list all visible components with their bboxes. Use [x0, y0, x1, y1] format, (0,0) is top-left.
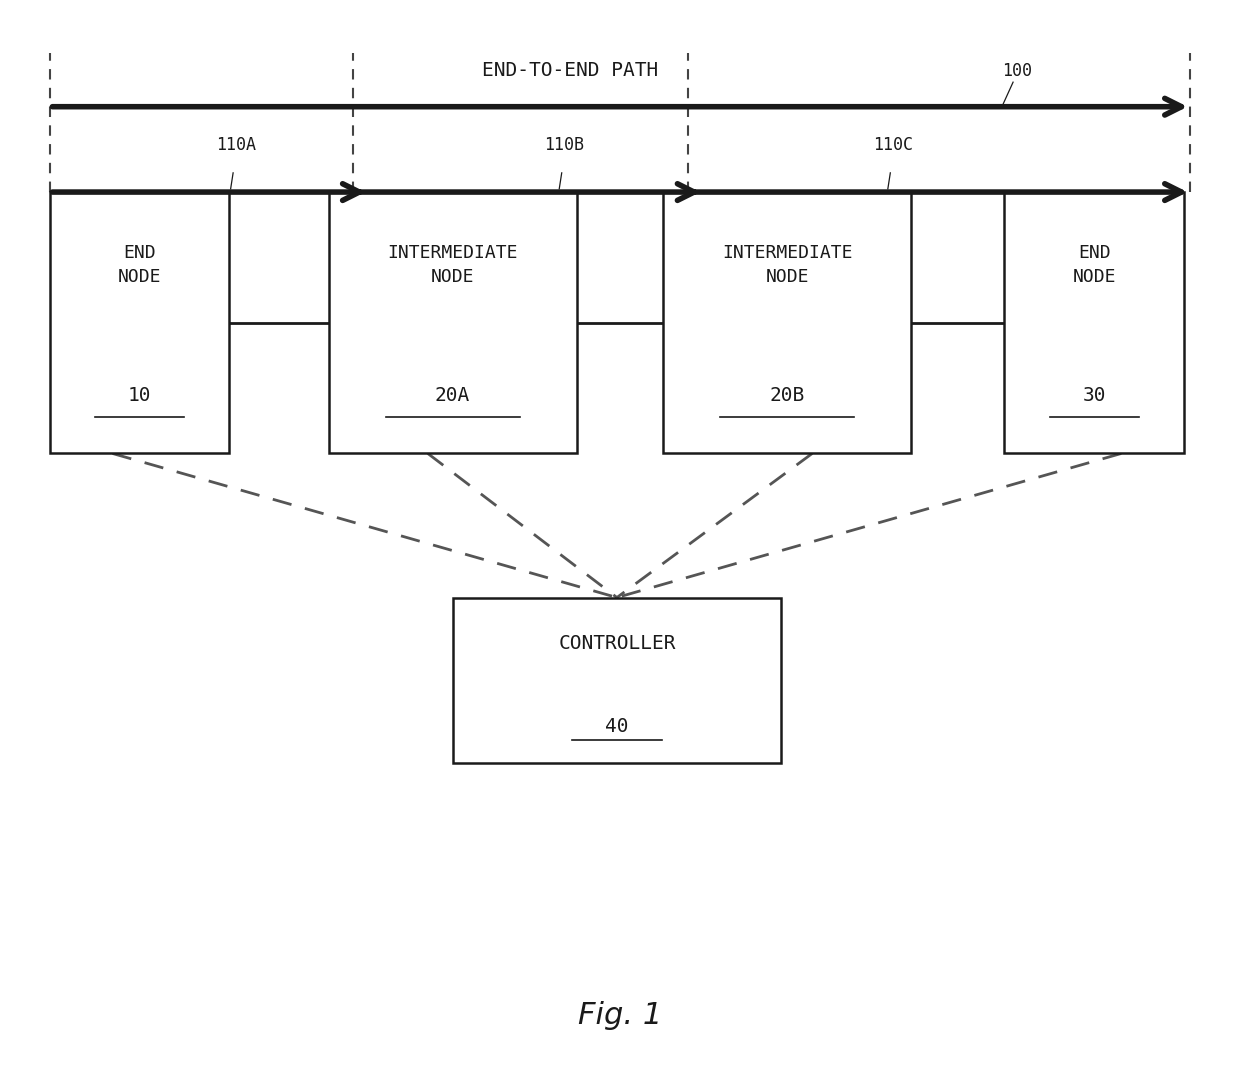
Bar	[453, 598, 781, 763]
Text: END
NODE: END NODE	[1073, 244, 1116, 286]
Text: END-TO-END PATH: END-TO-END PATH	[482, 61, 658, 80]
Bar	[329, 192, 577, 453]
Text: 110A: 110A	[216, 136, 255, 154]
Text: 110B: 110B	[544, 136, 584, 154]
Text: INTERMEDIATE
NODE: INTERMEDIATE NODE	[722, 244, 853, 286]
Text: 40: 40	[605, 717, 629, 736]
Text: 100: 100	[1002, 62, 1032, 80]
Bar	[1004, 192, 1184, 453]
Text: INTERMEDIATE
NODE: INTERMEDIATE NODE	[387, 244, 518, 286]
Text: Fig. 1: Fig. 1	[578, 1001, 662, 1030]
Text: CONTROLLER: CONTROLLER	[558, 634, 676, 653]
Text: END
NODE: END NODE	[118, 244, 161, 286]
Bar	[50, 192, 229, 453]
Text: 30: 30	[1083, 386, 1106, 405]
Text: 10: 10	[128, 386, 151, 405]
Text: 110C: 110C	[873, 136, 913, 154]
Text: 20A: 20A	[435, 386, 470, 405]
Bar	[663, 192, 911, 453]
Text: 20B: 20B	[770, 386, 805, 405]
